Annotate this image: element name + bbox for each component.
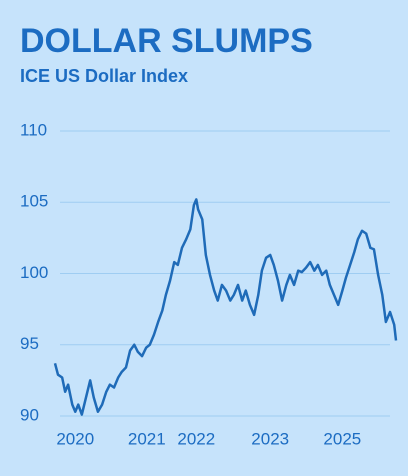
y-tick-label: 100 bbox=[20, 263, 48, 282]
y-tick-label: 90 bbox=[20, 405, 39, 424]
x-tick-label: 2020 bbox=[56, 429, 94, 448]
x-tick-label: 2021 bbox=[128, 429, 166, 448]
data-line bbox=[53, 198, 398, 416]
x-tick-label: 2022 bbox=[177, 429, 215, 448]
chart-subtitle: ICE US Dollar Index bbox=[20, 66, 188, 86]
y-tick-label: 95 bbox=[20, 334, 39, 353]
x-tick-label: 2023 bbox=[251, 429, 289, 448]
y-tick-label: 105 bbox=[20, 192, 48, 211]
x-tick-label: 2025 bbox=[323, 429, 361, 448]
y-tick-label: 110 bbox=[20, 120, 47, 139]
chart-title: DOLLAR SLUMPS bbox=[20, 22, 313, 60]
